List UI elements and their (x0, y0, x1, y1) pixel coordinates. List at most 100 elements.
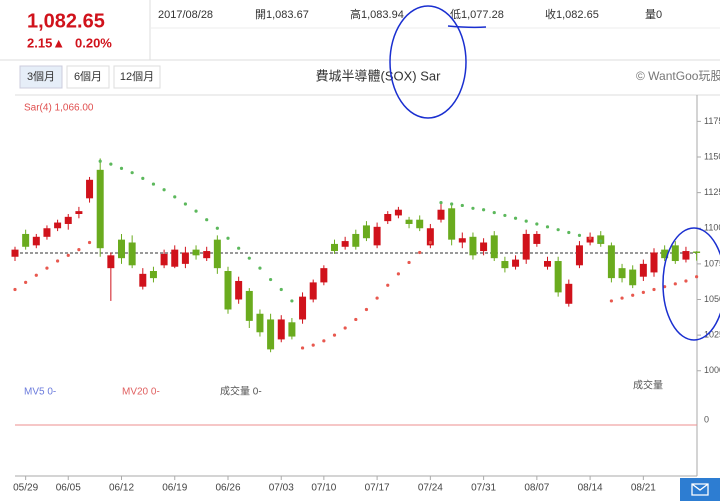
sar-dot (620, 296, 624, 300)
sar-dot (407, 260, 411, 265)
candle-body (693, 251, 701, 253)
header-bg (0, 0, 720, 60)
sar-dot (130, 171, 134, 175)
candle-body (480, 242, 488, 252)
sar-dot (194, 209, 198, 213)
candle-body (288, 322, 296, 337)
sar-dot (482, 208, 486, 212)
candle-body (384, 214, 392, 222)
sar-dot (535, 222, 539, 226)
candle-body (629, 269, 637, 286)
sar-dot (237, 246, 241, 250)
sar-dot (162, 188, 166, 192)
sar-dot (450, 202, 454, 206)
credit: © WantGoo玩股 (636, 69, 720, 83)
candle-body (607, 245, 615, 279)
volume-title: 成交量 (633, 379, 663, 392)
tab[interactable] (66, 65, 110, 89)
sar-dot (588, 236, 592, 240)
sar-dot (513, 216, 518, 220)
candle-body (575, 245, 583, 266)
candle-body (299, 296, 307, 320)
tab-label[interactable]: 6個月 (74, 70, 102, 83)
sar-dot (56, 259, 60, 263)
tab-label[interactable]: 12個月 (120, 70, 154, 83)
change: 2.15▲ (27, 35, 65, 50)
sar-dot (290, 299, 294, 303)
sar-label: Sar(4) 1,066.00 (24, 103, 94, 114)
sar-dot (471, 206, 475, 210)
x-tick-label: 08/07 (524, 483, 549, 494)
annotation-circle (389, 5, 467, 119)
candle-body (235, 280, 243, 300)
tab[interactable] (19, 65, 63, 89)
candle-body (224, 271, 232, 310)
candle-body (22, 233, 30, 247)
close: 收1,082.65 (545, 7, 599, 21)
plot: 1000 1025 1050 1075 1100 1125 1150 1175 05/29 06/… (11, 5, 720, 501)
candle-body (352, 233, 360, 247)
sar-dot (684, 279, 688, 283)
sar-dot (396, 272, 400, 276)
sar-dot (300, 346, 305, 350)
low: 低1,077.28 (450, 8, 504, 21)
candle-body (362, 225, 370, 239)
sar-dot (332, 333, 337, 337)
tab[interactable] (113, 65, 161, 89)
sar-dot (77, 248, 81, 252)
candle-body (11, 249, 19, 257)
high: 高1,083.94 (350, 7, 404, 21)
sar-dot (577, 233, 582, 237)
sar-dot (599, 239, 603, 243)
candle-body (661, 249, 669, 259)
y-tick-label: 1125 (704, 187, 720, 197)
sar-dot (322, 339, 326, 343)
candle-body (32, 236, 40, 246)
sar-dot (226, 236, 230, 240)
sar-dot (247, 256, 251, 260)
x-tick-label: 07/31 (471, 483, 496, 494)
sar-dot (98, 159, 102, 163)
sar-dot (311, 343, 315, 347)
candle-body (171, 249, 179, 267)
candle-body (682, 251, 690, 260)
sar-dot (567, 230, 571, 235)
candle-body (256, 313, 264, 333)
candle-body (139, 273, 147, 287)
sar-dot (279, 287, 283, 292)
candle-body (501, 261, 509, 269)
sar-dot (609, 299, 614, 303)
sar-dot (418, 250, 422, 255)
candle-body (448, 208, 456, 240)
sar-dot (343, 326, 347, 330)
y-tick-label: 1150 (704, 151, 720, 161)
candle-body (394, 209, 402, 216)
sar-dot (428, 240, 432, 245)
sar-dot (695, 275, 699, 279)
volume: 量0 (645, 8, 662, 21)
sar-dot (631, 293, 635, 297)
y-tick-label: 1100 (704, 223, 720, 233)
sar-dot (34, 273, 38, 277)
tab-label[interactable]: 3個月 (27, 70, 55, 83)
sar-dot (439, 201, 443, 205)
candle-body (309, 282, 317, 300)
candle-body (118, 239, 125, 259)
y-tick-label: 1050 (704, 294, 720, 304)
candle-body (437, 209, 445, 220)
x-tick-label: 08/14 (578, 483, 603, 494)
volume-label: MV5 0- (24, 387, 56, 398)
date: 2017/08/28 (158, 9, 213, 21)
sar-dot (375, 296, 379, 300)
candle-body (86, 179, 94, 199)
candle-body (96, 169, 104, 249)
candle-body (64, 216, 72, 224)
y-tick-label: 1000 (704, 365, 720, 375)
change-pct: 0.20% (75, 35, 112, 50)
message-icon (691, 483, 709, 496)
sar-dot (215, 226, 219, 230)
annotation-stroke (447, 25, 487, 29)
candle-body (416, 219, 424, 229)
